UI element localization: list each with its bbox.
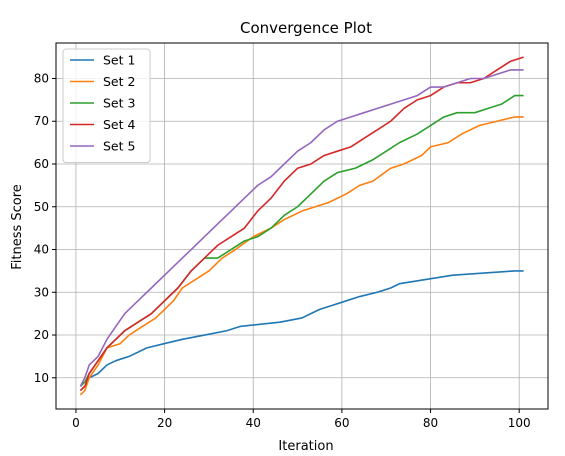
- y-tick-label: 30: [34, 285, 49, 299]
- y-tick-label: 60: [34, 157, 49, 171]
- y-tick-label: 50: [34, 200, 49, 214]
- legend-label: Set 5: [103, 139, 135, 154]
- x-tick-label: 40: [246, 416, 261, 430]
- legend-label: Set 2: [103, 74, 135, 89]
- x-tick-label: 0: [72, 416, 80, 430]
- y-tick-label: 40: [34, 243, 49, 257]
- y-tick-label: 80: [34, 71, 49, 85]
- legend-label: Set 4: [103, 117, 135, 132]
- y-tick-label: 10: [34, 371, 49, 385]
- x-tick-label: 60: [334, 416, 349, 430]
- y-axis-label: Fitness Score: [10, 184, 25, 270]
- x-tick-label: 80: [423, 416, 438, 430]
- legend-label: Set 3: [103, 96, 135, 111]
- legend: Set 1 Set 2 Set 3 Set 4 Set 5: [63, 49, 150, 163]
- x-tick-label: 100: [508, 416, 531, 430]
- y-tick-label: 70: [34, 114, 49, 128]
- legend-label: Set 1: [103, 53, 135, 68]
- x-tick-label: 20: [157, 416, 172, 430]
- x-axis-label: Iteration: [278, 439, 333, 454]
- chart-title: Convergence Plot: [240, 19, 372, 37]
- y-tick-label: 20: [34, 328, 49, 342]
